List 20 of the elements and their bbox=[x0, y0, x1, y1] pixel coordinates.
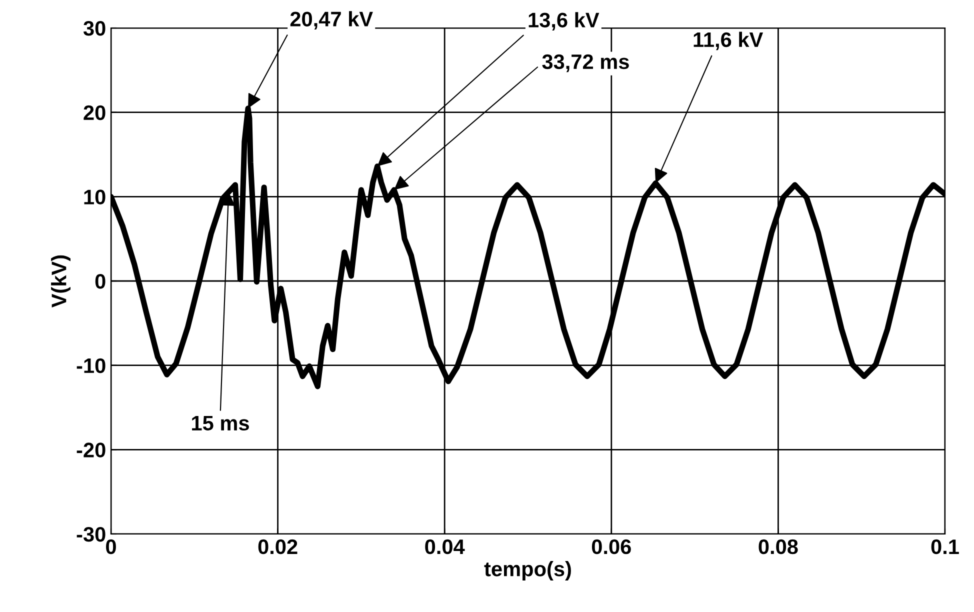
x-tick-label: 0.1 bbox=[931, 539, 959, 554]
x-tick-label: 0 bbox=[106, 539, 116, 554]
y-tick-label: 10 bbox=[84, 190, 106, 204]
annotation: 33,72 ms bbox=[542, 54, 629, 72]
y-tick-label: -20 bbox=[76, 442, 106, 458]
x-tick-label: 0.04 bbox=[425, 539, 465, 554]
y-axis-title: V(kV) bbox=[51, 255, 70, 308]
y-tick-label: -30 bbox=[76, 527, 106, 542]
y-tick-label: -10 bbox=[76, 358, 106, 374]
annotation: 13,6 kV bbox=[528, 12, 600, 30]
annotation: 15 ms bbox=[192, 416, 249, 431]
x-axis-title: tempo(s) bbox=[484, 561, 571, 580]
x-tick-label: 0.08 bbox=[758, 539, 798, 554]
annotation: 11,6 kV bbox=[694, 32, 764, 50]
annotation: 20,47 kV bbox=[290, 11, 373, 30]
x-tick-label: 0.06 bbox=[592, 539, 631, 554]
y-tick-label: 30 bbox=[83, 21, 106, 36]
y-tick-label: 0 bbox=[95, 274, 106, 289]
y-tick-label: 20 bbox=[84, 105, 106, 120]
x-tick-label: 0.02 bbox=[258, 539, 298, 554]
